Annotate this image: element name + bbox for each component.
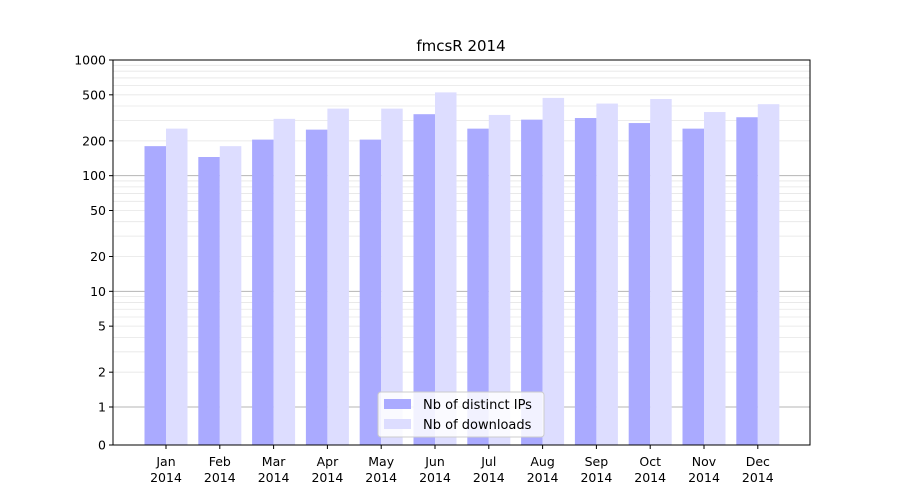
bar-downloads: [704, 112, 726, 445]
x-tick-label: Mar 2014: [258, 454, 290, 485]
y-tick-label: 5: [98, 319, 106, 334]
x-tick-label: May 2014: [365, 454, 397, 485]
bar-distinct-ips: [144, 146, 166, 446]
y-tick-label: 100: [82, 168, 106, 183]
bar-distinct-ips: [413, 114, 435, 446]
y-tick-label: 1: [98, 400, 106, 415]
y-tick-label: 10: [90, 284, 106, 299]
bar-downloads: [166, 128, 188, 445]
legend-swatch: [384, 419, 411, 429]
x-tick-label: Apr 2014: [311, 454, 343, 485]
bar-distinct-ips: [467, 128, 489, 445]
bar-downloads: [488, 114, 511, 445]
plot-frame: [112, 59, 811, 446]
bar-downloads: [596, 103, 618, 445]
x-tick-label: Jul 2014: [473, 454, 505, 485]
x-tick-label: Feb 2014: [204, 454, 236, 485]
y-axis: 0 1 2 5 10 20 50 100 200 500 1000: [74, 53, 113, 453]
legend-box: [377, 391, 545, 438]
chart-title: fmcsR 2014: [416, 37, 505, 55]
y-tick-label: 2: [98, 365, 106, 380]
x-tick-label: Nov 2014: [688, 454, 720, 485]
bar-distinct-ips: [682, 128, 704, 445]
bar-downloads: [757, 104, 780, 445]
x-tick-label: Dec 2014: [742, 454, 774, 485]
x-tick-label: Oct 2014: [634, 454, 666, 485]
legend-swatch: [384, 399, 411, 409]
x-tick-label: Sep 2014: [580, 454, 612, 485]
legend: Nb of distinct IPs Nb of downloads: [377, 391, 545, 438]
bar-distinct-ips: [305, 129, 328, 445]
y-tick-label: 200: [82, 133, 106, 148]
bar-distinct-ips: [521, 119, 543, 445]
y-tick-label: 0: [98, 438, 106, 453]
y-tick-label: 20: [90, 249, 106, 264]
bar-downloads: [435, 92, 457, 446]
legend-label: Nb of distinct IPs: [423, 398, 532, 413]
bar-downloads: [381, 108, 403, 445]
bar-distinct-ips: [198, 157, 220, 445]
bars: [144, 92, 780, 446]
y-tick-label: 50: [90, 203, 106, 218]
bar-downloads: [542, 97, 565, 446]
y-tick-label: 1000: [74, 53, 106, 68]
bar-distinct-ips: [574, 118, 597, 445]
bar-downloads: [219, 146, 242, 446]
bar-distinct-ips: [252, 139, 274, 446]
x-tick-label: Jan 2014: [150, 454, 182, 485]
bar-distinct-ips: [359, 139, 382, 446]
bar-downloads: [327, 108, 349, 445]
x-axis: Jan 2014 Feb 2014 Mar 2014 Apr 2014 May 2014 Jun 20…: [150, 445, 774, 485]
bar-distinct-ips: [628, 123, 651, 445]
bar-downloads: [650, 99, 672, 445]
bar-distinct-ips: [736, 117, 758, 445]
bar-downloads: [273, 118, 296, 446]
x-tick-label: Jun 2014: [419, 454, 451, 485]
x-tick-label: Aug 2014: [527, 454, 559, 485]
y-tick-label: 500: [82, 87, 106, 102]
legend-label: Nb of downloads: [423, 418, 532, 433]
